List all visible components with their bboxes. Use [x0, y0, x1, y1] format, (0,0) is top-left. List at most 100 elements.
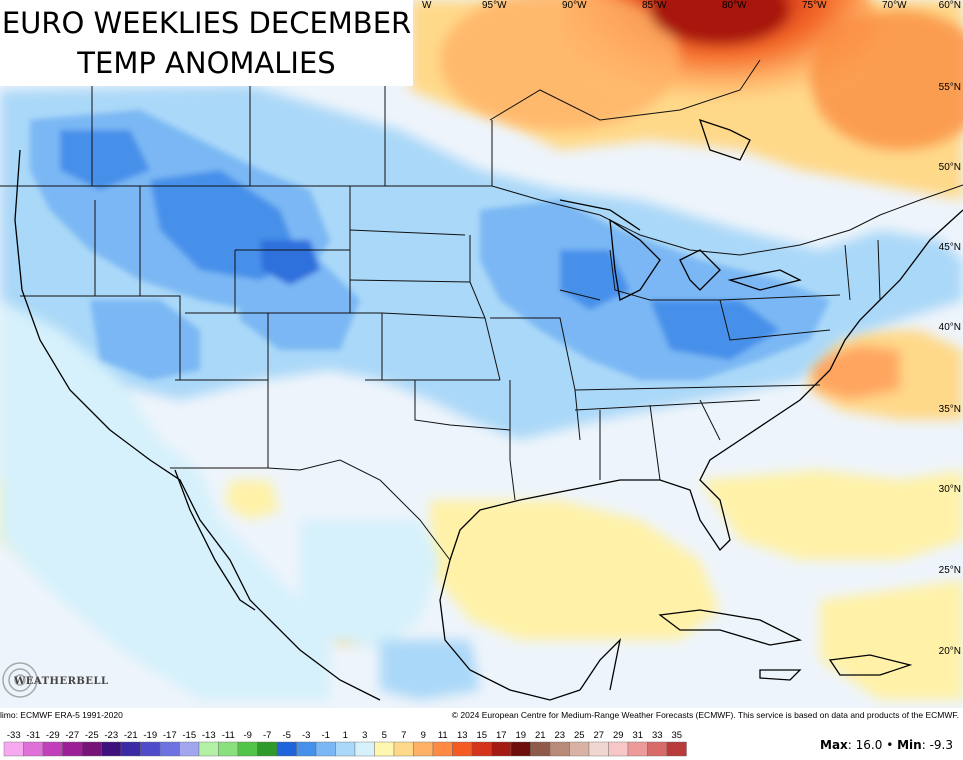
legend-tick-label: -13 [202, 730, 216, 741]
legend-tick-label: -11 [222, 730, 235, 741]
legend-tick-label: -23 [104, 730, 118, 741]
legend-tick-label: 35 [671, 730, 682, 741]
stats-separator: • [886, 738, 894, 752]
legend-tick-label: -5 [283, 730, 291, 741]
lon-label: 95°W [482, 0, 507, 11]
legend-swatch [159, 741, 180, 757]
legend-swatch [627, 741, 648, 757]
legend-swatch [198, 741, 219, 757]
map-title-line-1: EURO WEEKLIES DECEMBER [1, 6, 412, 40]
legend-swatch [42, 741, 63, 757]
legend-tick-label: 13 [457, 730, 468, 741]
legend-tick-label: -25 [85, 730, 99, 741]
legend-tick-label: -3 [302, 730, 310, 741]
legend-swatch [237, 741, 258, 757]
legend-swatch [315, 741, 336, 757]
legend-swatch [179, 741, 200, 757]
legend-tick-label: 31 [632, 730, 643, 741]
legend-swatch [666, 741, 687, 757]
legend-tick-label: -7 [263, 730, 271, 741]
legend-swatch [140, 741, 161, 757]
legend-swatch [491, 741, 512, 757]
legend-swatch [101, 741, 122, 757]
legend-swatch [3, 741, 24, 757]
legend-tick-label: -21 [124, 730, 138, 741]
legend-swatch [257, 741, 278, 757]
legend-tick-label: 11 [438, 730, 448, 741]
legend-tick-label: -31 [26, 730, 40, 741]
legend-swatch [62, 741, 83, 757]
legend-tick-label: 19 [515, 730, 526, 741]
legend-swatch [471, 741, 492, 757]
legend-swatch [647, 741, 668, 757]
legend-swatch [549, 741, 570, 757]
lon-label: W [422, 0, 432, 11]
legend-swatch [393, 741, 414, 757]
lat-label: 50°N [938, 162, 961, 173]
max-value: 16.0 [855, 738, 883, 752]
legend-tick-label: -27 [65, 730, 79, 741]
legend-tick-label: -29 [46, 730, 60, 741]
legend-tick-label: 27 [593, 730, 604, 741]
legend-tick-label: -9 [244, 730, 252, 741]
legend-swatch [335, 741, 356, 757]
min-value: -9.3 [929, 738, 953, 752]
legend-tick-label: 25 [574, 730, 585, 741]
legend-swatch [374, 741, 395, 757]
legend-swatch [588, 741, 609, 757]
logo-text: WEATHERBELL [14, 676, 109, 687]
swirl-logo-icon [2, 662, 38, 698]
lat-label: 20°N [938, 646, 961, 657]
lon-label: 85°W [642, 0, 667, 11]
legend-tick-label: -17 [163, 730, 177, 741]
legend-tick-label: -15 [182, 730, 196, 741]
lon-label: 90°W [562, 0, 587, 11]
max-min-stats: Max: 16.0 • Min: -9.3 [820, 738, 953, 752]
lon-label: 80°W [722, 0, 747, 11]
title-box: EURO WEEKLIES DECEMBER TEMP ANOMALIES [0, 0, 413, 86]
legend-tick-label: 21 [535, 730, 546, 741]
legend-swatch [530, 741, 551, 757]
legend-tick-label: 7 [401, 730, 406, 741]
legend-swatch [510, 741, 531, 757]
lon-label: 70°W [882, 0, 907, 11]
legend-swatch [413, 741, 434, 757]
legend-swatch [218, 741, 239, 757]
legend-tick-label: 3 [362, 730, 367, 741]
legend-swatch [296, 741, 317, 757]
coastlines [14, 118, 963, 701]
legend-swatch [81, 741, 102, 757]
political-borders [0, 59, 963, 561]
legend-tick-label: 15 [476, 730, 487, 741]
lon-label: 75°W [802, 0, 827, 11]
legend-tick-label: 23 [554, 730, 565, 741]
legend-swatch [432, 741, 453, 757]
min-label: Min [897, 738, 922, 752]
color-legend: -33 -31 -29 -27 -25 -23 -21 -19 -17 -15 -13 -11 -9 -7… [3, 730, 687, 757]
lat-label: 35°N [938, 404, 961, 415]
legend-swatch [23, 741, 44, 757]
lat-label: 55°N [938, 82, 961, 93]
legend-tick-label: 33 [652, 730, 663, 741]
legend-tick-label: -19 [143, 730, 157, 741]
lat-label: 40°N [938, 322, 961, 333]
legend-tick-label: 1 [343, 730, 348, 741]
legend-tick-label: 5 [382, 730, 387, 741]
legend-swatch [276, 741, 297, 757]
legend-swatch [452, 741, 473, 757]
lat-label: 60°N [938, 0, 961, 11]
legend-tick-label: -33 [7, 730, 21, 741]
legend-tick-label: 9 [421, 730, 426, 741]
climo-note: limo: ECMWF ERA-5 1991-2020 [0, 710, 123, 720]
legend-swatch [608, 741, 629, 757]
max-label: Max [820, 738, 848, 752]
lat-label: 45°N [938, 242, 961, 253]
anomaly-map [0, 0, 963, 708]
legend-swatch [569, 741, 590, 757]
lat-label: 25°N [938, 565, 961, 576]
legend-tick-label: 29 [613, 730, 624, 741]
legend-tick-label: -1 [322, 730, 330, 741]
copyright-note: © 2024 European Centre for Medium-Range … [451, 710, 959, 720]
legend-swatch [354, 741, 375, 757]
legend-tick-label: 17 [496, 730, 507, 741]
